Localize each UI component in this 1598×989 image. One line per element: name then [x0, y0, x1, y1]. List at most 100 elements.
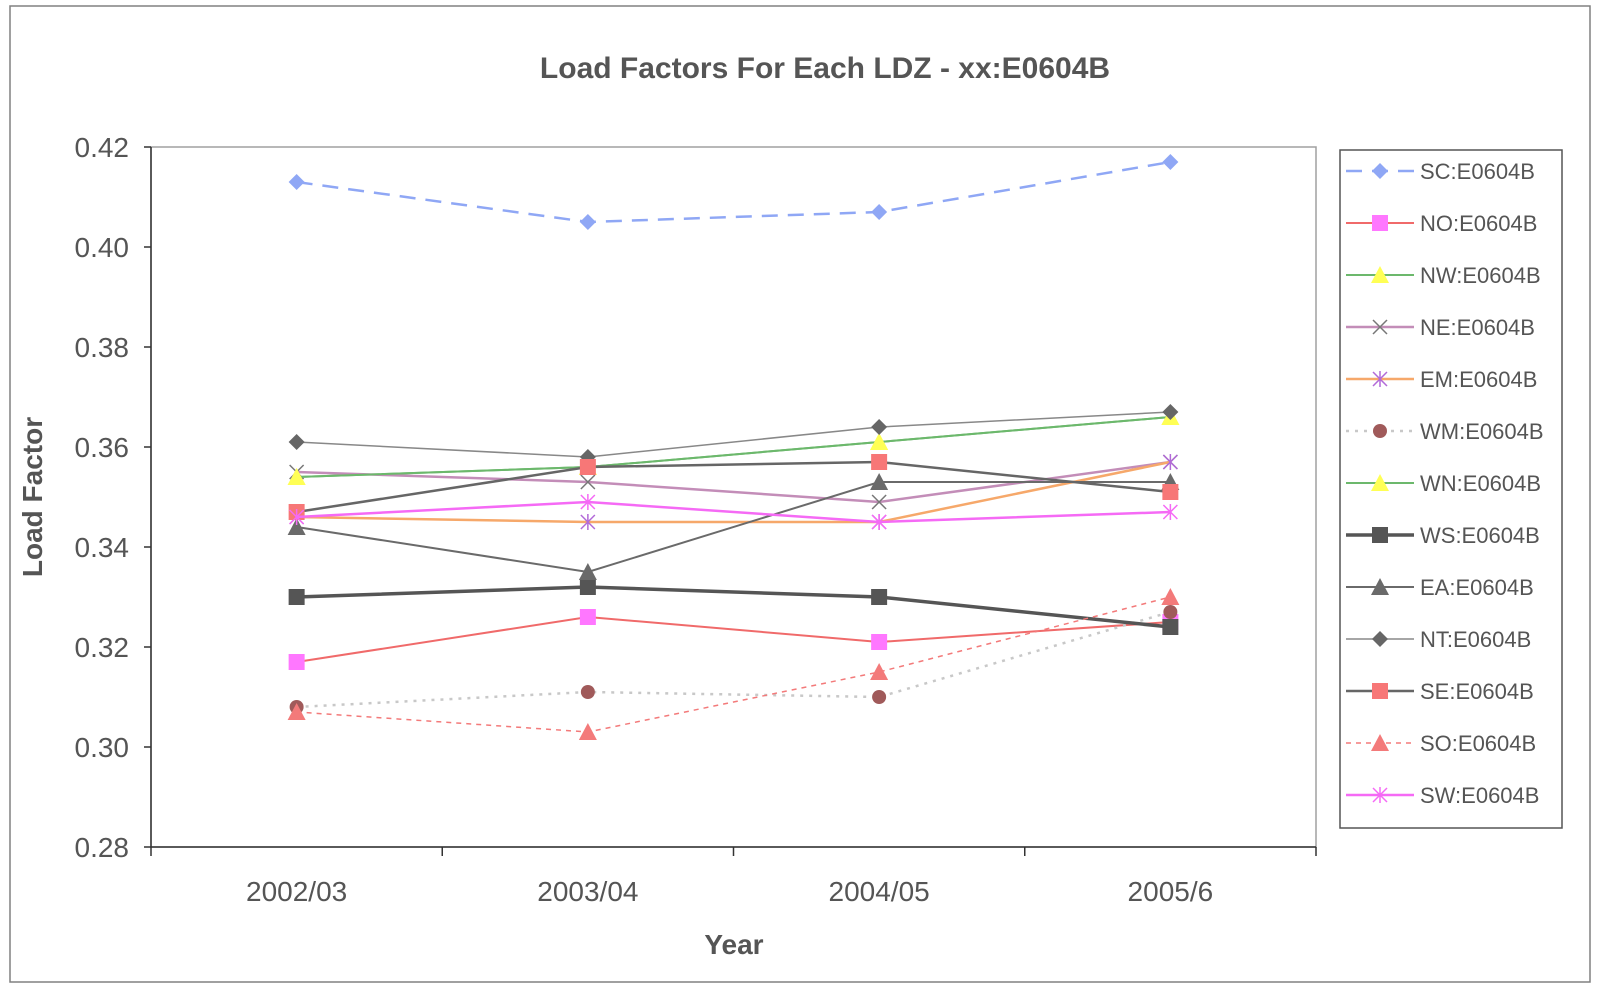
y-tick-label: 0.36 [75, 432, 130, 463]
series-se [288, 454, 1179, 520]
data-point [872, 690, 887, 704]
legend-label: WN:E0604B [1420, 471, 1541, 496]
series-sw [289, 494, 1178, 530]
legend-swatch-marker [1372, 631, 1388, 647]
series-line [296, 585, 1171, 629]
legend-item: SE:E0604B [1346, 679, 1534, 704]
legend-swatch-marker [1372, 319, 1388, 335]
data-point [871, 419, 888, 435]
x-tick-label: 2003/04 [537, 876, 638, 907]
data-point [580, 685, 595, 699]
data-point [871, 204, 888, 220]
x-tick-label: 2004/05 [829, 876, 930, 907]
data-point [287, 468, 306, 485]
legend: SC:E0604B NO:E0604B NW:E0604B NE:E0604B EM:E… [1346, 159, 1544, 808]
legend-item: SO:E0604B [1346, 731, 1536, 756]
series-line [296, 460, 1171, 514]
data-point [1162, 154, 1179, 170]
legend-label: EA:E0604B [1420, 575, 1534, 600]
data-point [1162, 404, 1179, 420]
data-point [1161, 588, 1180, 605]
legend-swatch-marker [1373, 424, 1387, 438]
data-point [579, 214, 596, 230]
data-point [289, 509, 305, 525]
legend-swatch-marker [1371, 474, 1389, 491]
legend-item: WS:E0604B [1346, 523, 1540, 548]
series-ws [288, 579, 1179, 635]
legend-label: EM:E0604B [1420, 367, 1537, 392]
data-point [870, 663, 889, 680]
data-point [1162, 454, 1178, 470]
data-point [288, 434, 305, 450]
data-point [578, 563, 597, 580]
series-line [296, 481, 1171, 574]
legend-item: WM:E0604B [1346, 419, 1544, 444]
chart-title: Load Factors For Each LDZ - xx:E0604B [540, 52, 1110, 85]
legend-label: WM:E0604B [1420, 419, 1544, 444]
data-point [579, 579, 596, 595]
data-point [287, 518, 306, 535]
legend-swatch-marker [1372, 215, 1388, 231]
y-tick-label: 0.30 [75, 732, 130, 763]
data-point [1162, 504, 1178, 520]
data-point [580, 494, 596, 510]
series-line [296, 610, 1171, 709]
legend-item: NW:E0604B [1346, 263, 1541, 288]
data-point [1162, 484, 1179, 500]
data-point [580, 514, 596, 530]
data-point [287, 703, 306, 720]
series-sc [288, 154, 1179, 230]
data-point [871, 514, 887, 530]
series-line [296, 160, 1171, 224]
legend-label: SC:E0604B [1420, 159, 1535, 184]
legend-swatch-marker [1372, 371, 1388, 387]
data-point [1162, 619, 1179, 635]
legend-label: NT:E0604B [1420, 627, 1531, 652]
legend-item: NT:E0604B [1346, 627, 1531, 652]
y-axis-ticks: 0.42 0.40 0.38 0.36 0.34 0.32 0.30 0.28 [75, 132, 151, 863]
legend-item: WN:E0604B [1346, 471, 1541, 496]
data-point [288, 174, 305, 190]
y-tick-label: 0.28 [75, 832, 130, 863]
data-point [871, 634, 888, 650]
legend-swatch-marker [1371, 734, 1389, 751]
legend-item: EA:E0604B [1346, 575, 1534, 600]
legend-label: WS:E0604B [1420, 523, 1540, 548]
series-line [296, 411, 1171, 458]
data-point [871, 454, 888, 470]
legend-item: NO:E0604B [1346, 211, 1537, 236]
legend-label: NW:E0604B [1420, 263, 1541, 288]
series-line [296, 615, 1171, 663]
x-axis-ticks: 2002/03 2003/04 2004/05 2005/6 [150, 847, 1317, 907]
x-axis-title: Year [704, 929, 763, 960]
data-point [870, 433, 889, 450]
data-point [871, 589, 888, 605]
data-point [579, 459, 596, 475]
legend-item: NE:E0604B [1346, 315, 1535, 340]
legend-swatch-marker [1372, 683, 1388, 699]
x-tick-label: 2002/03 [246, 876, 347, 907]
legend-swatch-marker [1372, 163, 1388, 179]
x-tick-label: 2005/6 [1128, 876, 1214, 907]
y-tick-label: 0.32 [75, 632, 130, 663]
plot-area [150, 146, 1317, 848]
legend-item: SC:E0604B [1346, 159, 1535, 184]
legend-label: NE:E0604B [1420, 315, 1535, 340]
data-point [1163, 605, 1178, 619]
series-layer [287, 154, 1180, 740]
series-so [287, 588, 1180, 740]
y-tick-label: 0.34 [75, 532, 130, 563]
legend-swatch-marker [1372, 527, 1388, 543]
legend-label: SE:E0604B [1420, 679, 1534, 704]
series-line [296, 460, 1171, 524]
series-no [288, 609, 1179, 670]
legend-label: NO:E0604B [1420, 211, 1537, 236]
legend-swatch-marker [1371, 266, 1389, 283]
data-point [579, 609, 596, 625]
y-tick-label: 0.42 [75, 132, 130, 163]
data-point [578, 723, 597, 740]
y-tick-label: 0.38 [75, 332, 130, 363]
legend-item: EM:E0604B [1346, 367, 1537, 392]
